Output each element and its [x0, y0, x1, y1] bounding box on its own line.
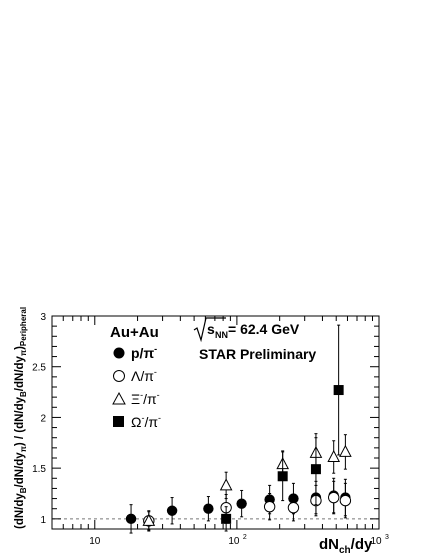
y-tick-label: 2.5: [32, 363, 46, 374]
point-p-pi: [125, 513, 137, 525]
point-xi-pi: [142, 513, 156, 526]
energy-root-label: s: [207, 321, 215, 337]
plot-frame: [51, 315, 380, 530]
y-tick-label: 2: [40, 413, 46, 424]
point-xi-pi: [219, 478, 233, 491]
legend-label-lambda-pi: Λ/π-: [131, 367, 157, 384]
legend-marker-p-pi: [113, 347, 125, 359]
point-omega-pi: [277, 471, 288, 482]
y-tick-label: 3: [40, 312, 46, 323]
energy-value-label: = 62.4 GeV: [228, 321, 300, 337]
point-omega-pi: [333, 385, 344, 396]
y-tick-label: 1: [40, 515, 46, 526]
x-tick-label: 10: [228, 536, 240, 547]
point-lambda-pi: [263, 500, 276, 513]
x-tick-label-exponent: 2: [243, 534, 247, 541]
y-axis-title: (dN/dyB/dN/dyπ) / (dN/dyB/dN/dyπ)Periphe…: [14, 307, 28, 529]
x-tick-label-exponent: 3: [385, 534, 389, 541]
x-tick-label: 10: [370, 536, 382, 547]
legend-marker-xi-pi: [112, 391, 126, 405]
data-marks: [125, 324, 352, 534]
x-axis-title: dNch/dy: [319, 536, 373, 555]
point-xi-pi: [327, 449, 341, 462]
point-omega-pi: [310, 464, 321, 475]
point-lambda-pi: [287, 502, 300, 514]
point-lambda-pi: [339, 494, 352, 507]
legend-label-p-pi: p/π-: [131, 344, 157, 361]
axis-ticks: [51, 315, 380, 529]
legend-marker-omega-pi: [113, 416, 124, 427]
legend-label-xi-pi: Ξ-/π-: [131, 390, 160, 407]
sqrt-symbol-icon: [193, 317, 226, 343]
point-xi-pi: [339, 444, 352, 457]
point-omega-pi: [221, 513, 232, 524]
legend: p/π- Λ/π- Ξ-/π- Ω-/π-: [112, 344, 161, 430]
system-label: Au+Au: [110, 324, 159, 341]
legend-label-omega-pi: Ω-/π-: [131, 413, 161, 430]
y-tick-label: 1.5: [32, 464, 46, 475]
point-p-pi: [236, 498, 247, 509]
energy-annotation: s NN = 62.4 GeV: [193, 317, 300, 343]
status-label: STAR Preliminary: [199, 346, 316, 362]
x-tick-label: 10: [89, 536, 101, 547]
point-p-pi: [166, 505, 178, 516]
legend-marker-lambda-pi: [113, 370, 125, 382]
point-lambda-pi: [328, 491, 340, 504]
energy-root-sub: NN: [215, 330, 228, 340]
point-p-pi: [203, 503, 214, 514]
